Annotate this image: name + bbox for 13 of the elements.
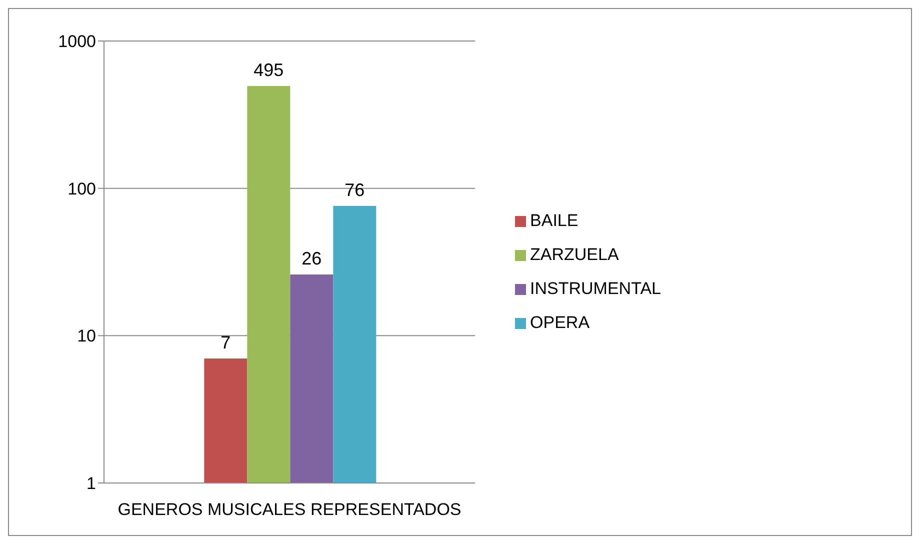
- data-label: 76: [344, 180, 365, 200]
- legend-label: ZARZUELA: [530, 245, 619, 264]
- legend-label: BAILE: [530, 211, 578, 230]
- x-tick-label: GENEROS MUSICALES REPRESENTADOS: [118, 500, 462, 520]
- data-label: 7: [220, 332, 231, 352]
- legend-label: INSTRUMENTAL: [530, 279, 661, 298]
- data-label: 26: [302, 248, 322, 269]
- data-label: 495: [254, 60, 284, 80]
- y-tick-label: 10: [77, 326, 96, 346]
- y-tick-label: 100: [68, 179, 96, 198]
- legend-label: OPERA: [530, 313, 590, 332]
- y-tick-label: 1000: [58, 32, 96, 52]
- y-tick-label: 1: [86, 474, 96, 494]
